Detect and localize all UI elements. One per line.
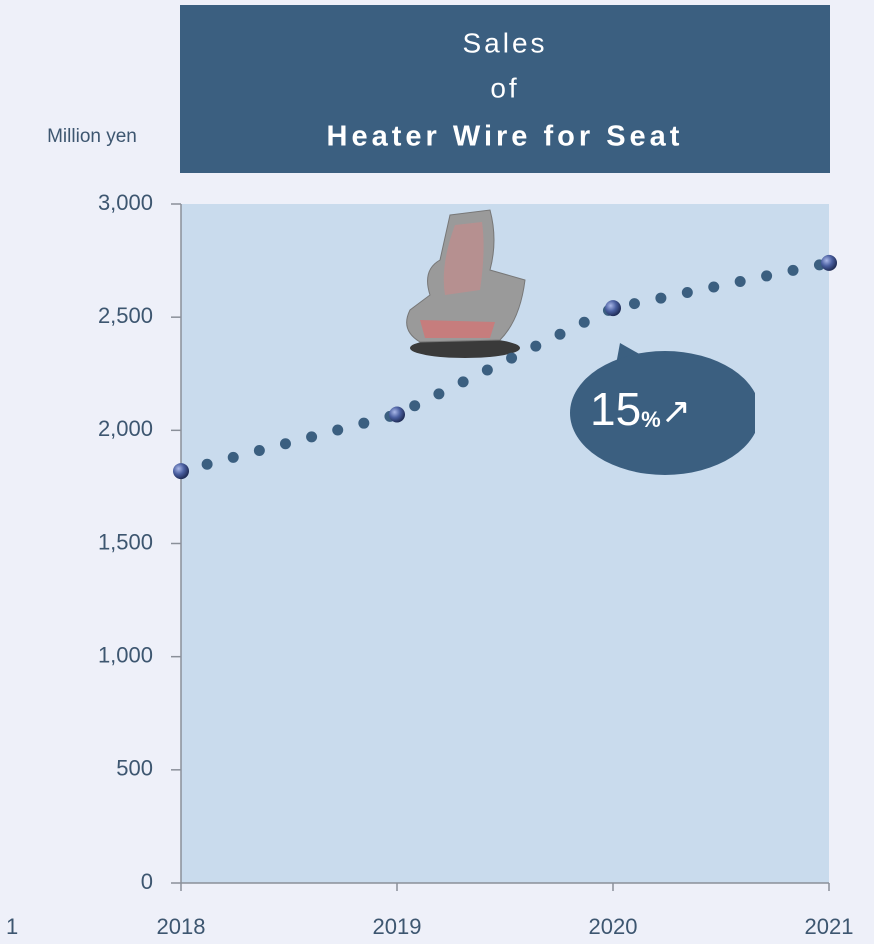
chart-title: Heater Wire for Seat xyxy=(327,121,684,153)
annotation: 15%↗ xyxy=(590,383,691,435)
data-point xyxy=(173,463,189,480)
y-tick-label: 1,500 xyxy=(98,529,153,554)
callout xyxy=(570,343,755,475)
data-point xyxy=(389,406,405,423)
x-tick-label: 2019 xyxy=(373,914,422,939)
edge-label: 1 xyxy=(6,914,18,939)
y-tick-label: 3,000 xyxy=(98,190,153,215)
chart-title: of xyxy=(490,72,519,103)
annotation-arrow: ↗ xyxy=(661,390,691,431)
y-tick-label: 2,500 xyxy=(98,303,153,328)
title-box xyxy=(180,5,830,173)
y-axis-label: Million yen xyxy=(47,126,137,147)
y-tick-label: 0 xyxy=(141,869,153,894)
annotation-unit: % xyxy=(641,407,661,432)
data-point xyxy=(821,254,837,271)
annotation-number: 15 xyxy=(590,383,641,435)
seat-image xyxy=(406,209,526,358)
x-tick-label: 2021 xyxy=(805,914,854,939)
chart-title: Sales xyxy=(462,27,547,58)
y-tick-label: 500 xyxy=(116,756,153,781)
dotted-line xyxy=(175,257,835,477)
data-point xyxy=(605,300,621,317)
y-tick-label: 2,000 xyxy=(98,416,153,441)
x-tick-label: 2020 xyxy=(589,914,638,939)
x-tick-label: 2018 xyxy=(157,914,206,939)
y-tick-label: 1,000 xyxy=(98,642,153,667)
